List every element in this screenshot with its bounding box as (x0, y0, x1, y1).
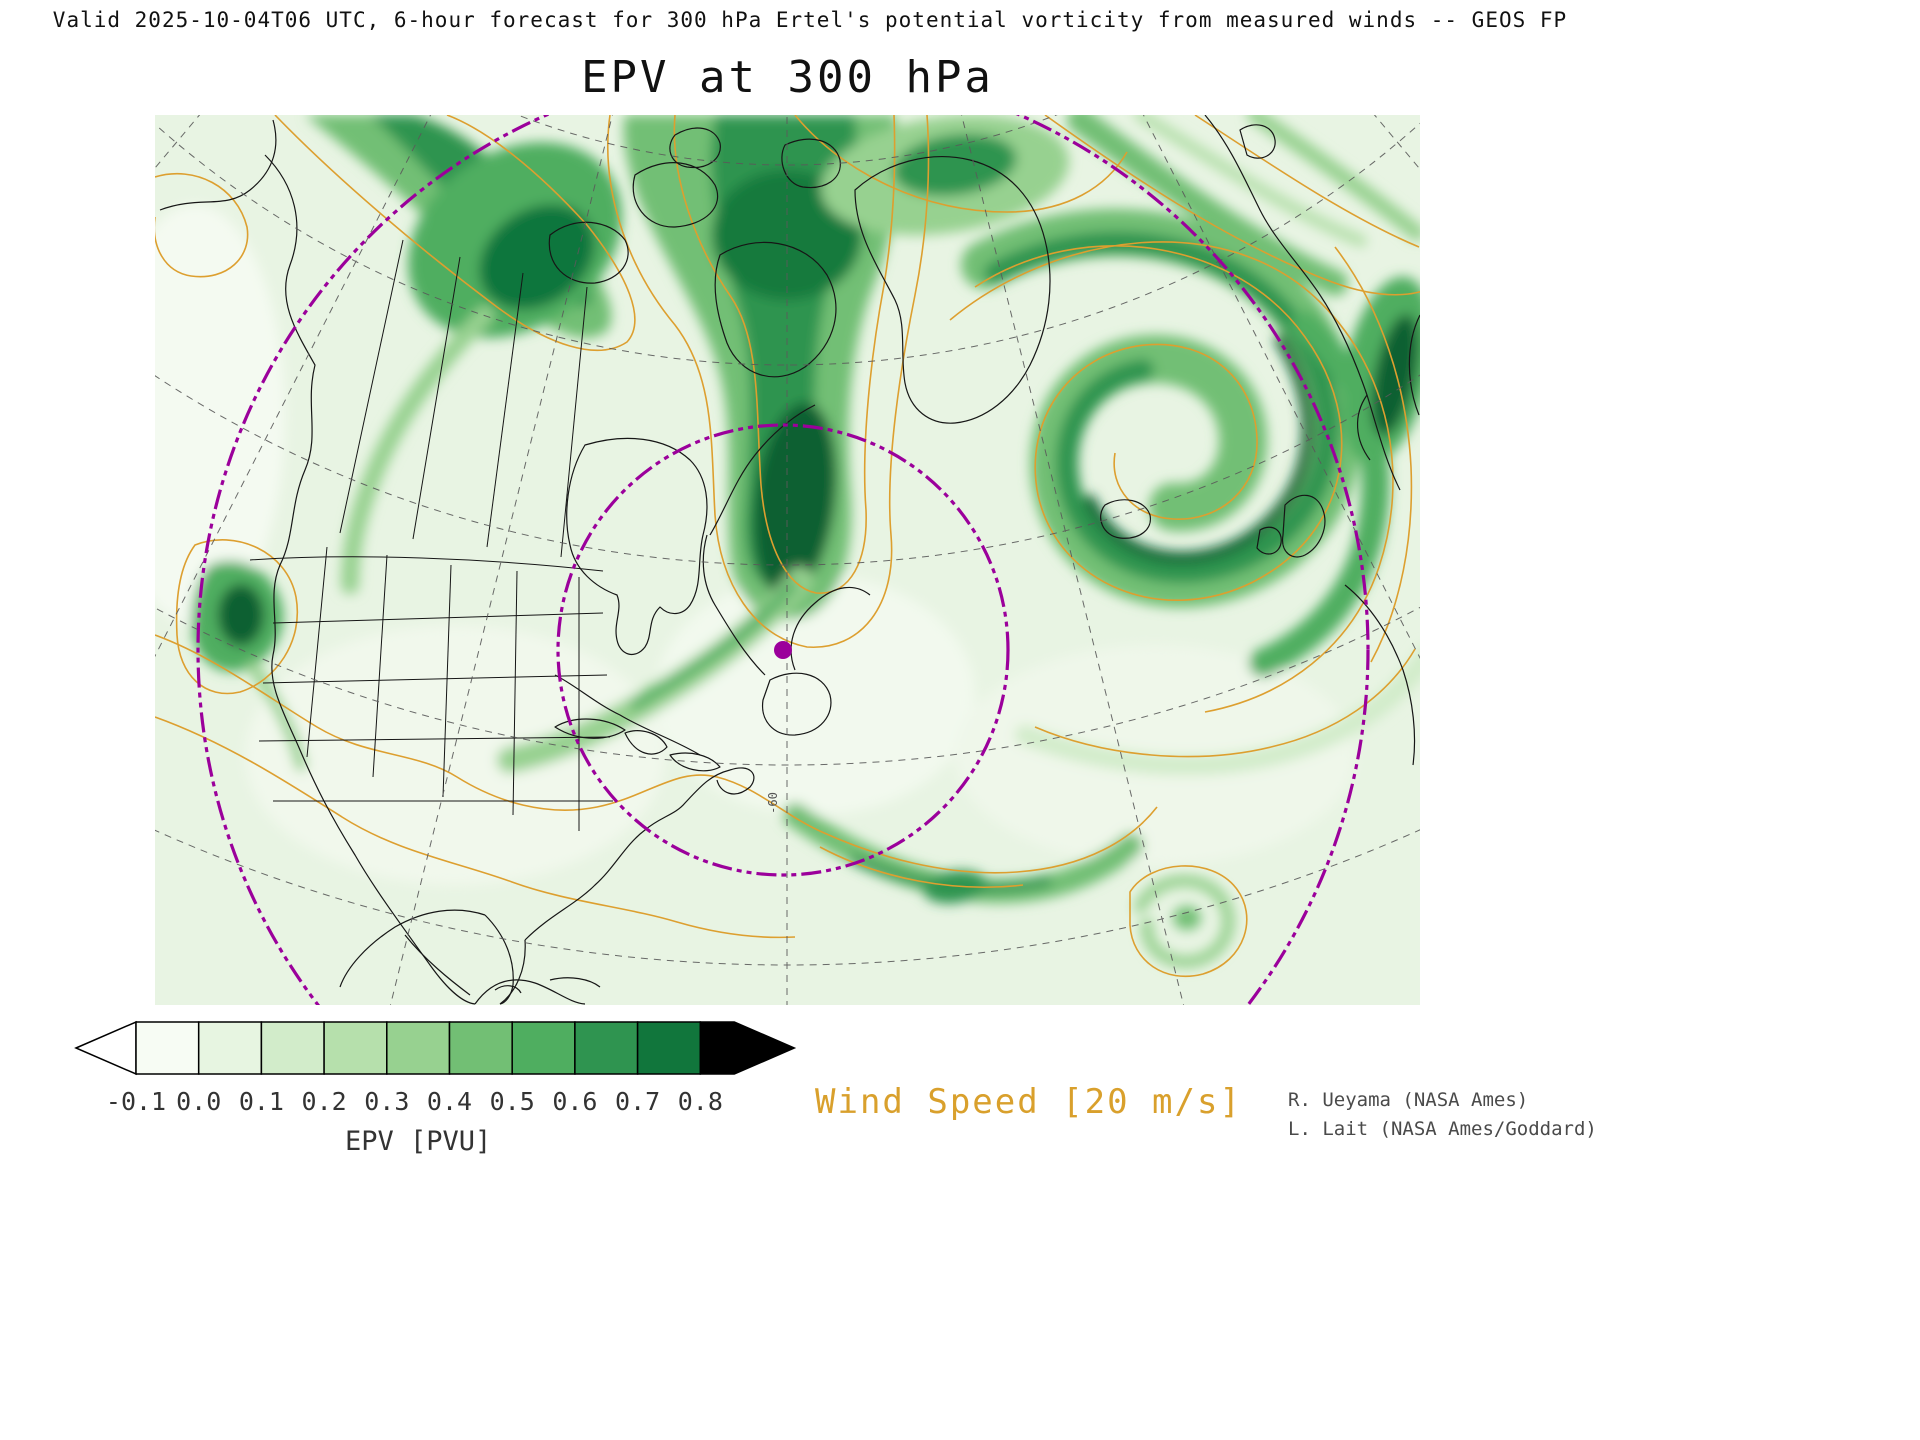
credit-line-2: L. Lait (NASA Ames/Goddard) (1288, 1117, 1597, 1140)
wind-contours-layer (155, 115, 1420, 978)
wind-speed-legend: Wind Speed [20 m/s] (815, 1082, 1242, 1122)
credits: R. Ueyama (NASA Ames) L. Lait (NASA Ames… (1288, 1086, 1848, 1143)
colorbar-tick: 0.3 (364, 1087, 409, 1116)
colorbar-swatch (448, 1021, 513, 1075)
colorbar-swatch (197, 1021, 263, 1075)
colorbar-over-arrow (699, 1021, 797, 1075)
colorbar-under-arrow (74, 1020, 137, 1076)
colorbar-tick: 0.0 (176, 1087, 221, 1116)
colorbar-tick: 0.1 (239, 1087, 284, 1116)
valid-line: Valid 2025-10-04T06 UTC, 6-hour forecast… (52, 8, 1568, 32)
colorbar-swatch (636, 1021, 702, 1075)
colorbar-swatch (386, 1021, 451, 1075)
colorbar-tick: 0.8 (678, 1087, 723, 1116)
colorbar-tick: 0.6 (552, 1087, 597, 1116)
epv-map: -60 (155, 115, 1420, 1005)
credit-line-1: R. Ueyama (NASA Ames) (1288, 1089, 1529, 1111)
colorbar-axis-label: EPV [PVU] (345, 1126, 491, 1157)
colorbar-panel: -0.1 0.0 0.1 0.2 0.3 0.4 0.5 0.6 0.7 0.8 EPV [PVU] (70, 1018, 840, 1168)
colorbar-tick: 0.5 (490, 1087, 535, 1116)
colorbar: -0.1 0.0 0.1 0.2 0.3 0.4 0.5 0.6 0.7 0.8 EPV [PVU] (74, 1020, 797, 1157)
colorbar-tick: 0.2 (302, 1087, 347, 1116)
map-panel: -60 (155, 115, 1420, 1005)
colorbar-swatch (260, 1021, 325, 1075)
colorbar-swatch (323, 1021, 388, 1075)
station-marker (774, 641, 792, 659)
colorbar-swatch (574, 1021, 639, 1075)
graticule-layer (155, 115, 1420, 1005)
graticule-label: -60 (766, 792, 780, 814)
range-rings (196, 115, 1370, 1005)
epv-field-layer (155, 115, 1420, 968)
colorbar-tick: 0.4 (427, 1087, 472, 1116)
colorbar-swatch (511, 1021, 576, 1075)
colorbar-tick: -0.1 (106, 1087, 166, 1116)
colorbar-swatch (135, 1021, 200, 1075)
page-title: EPV at 300 hPa (581, 52, 994, 103)
colorbar-tick: 0.7 (615, 1087, 660, 1116)
